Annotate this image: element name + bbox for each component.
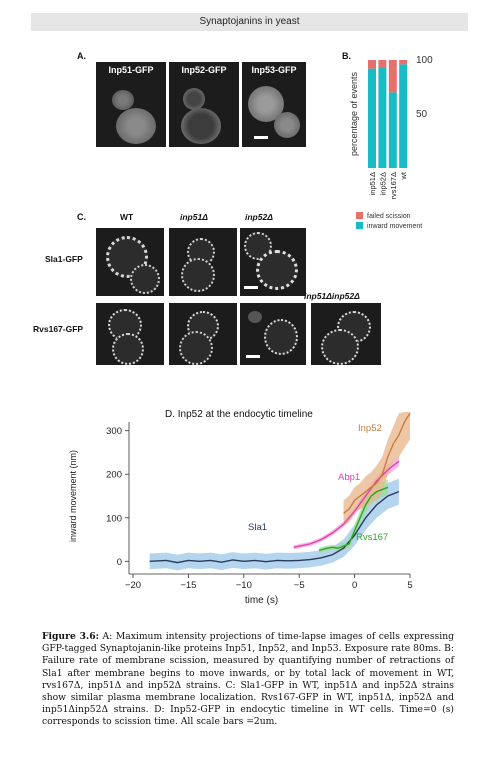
panel-c-letter: C. [77, 212, 86, 222]
bar-inward-movement [378, 67, 387, 168]
failure-rate-chart: inp51Δ inp52Δ rvs167Δ wt 50 100 percentage of … [349, 55, 433, 230]
bar-inward-movement [368, 68, 376, 168]
scale-bar [246, 355, 260, 358]
legend-label: failed scission [367, 213, 411, 220]
micrograph-rvs167-inp52 [240, 303, 306, 365]
scale-bar [244, 286, 258, 289]
endocytic-timeline-chart: D. Inp52 at the endocytic timeline −20 −15… [68, 409, 413, 606]
chart-title: D. Inp52 at the endocytic timeline [165, 409, 313, 420]
micrograph-inp53: Inp53-GFP [242, 62, 306, 147]
x-axis-label: time (s) [245, 595, 278, 606]
legend-label: inward movement [367, 223, 422, 230]
x-tick-label: 0 [352, 580, 357, 591]
micrograph-sla1-wt [96, 228, 164, 296]
series-line-Sla1 [149, 490, 400, 564]
y-tick-label: 100 [416, 55, 433, 66]
scale-bar [254, 136, 268, 139]
x-tick-label: −15 [180, 580, 196, 591]
strain-tick-label: inp52Δ [378, 172, 387, 195]
legend-swatch [356, 222, 363, 229]
micrograph-sla1-inp51 [169, 228, 237, 296]
figure-header: Synaptojanins in yeast [31, 13, 468, 31]
micrograph-rvs167-inp51 [169, 303, 237, 365]
bar-inward-movement [388, 92, 397, 168]
micrograph-label: Inp53-GFP [251, 65, 297, 75]
series-label: Rvs167 [356, 532, 388, 543]
micrograph-inp52: Inp52-GFP [169, 62, 239, 147]
caption-label: Figure 3.6: [42, 631, 99, 642]
caption-text: A: Maximum intensity projections of time… [42, 631, 454, 728]
col-head-inp52: inp52Δ [245, 212, 273, 222]
y-tick-label: 50 [416, 109, 428, 120]
col-head-inp51: inp51Δ [180, 212, 208, 222]
col-head-wt: WT [120, 212, 134, 222]
micrograph-inp51: Inp51-GFP [96, 62, 166, 147]
strain-tick-label: rvs167Δ [389, 172, 398, 200]
bar-failed-scission [388, 60, 397, 93]
x-tick-label: −20 [125, 580, 141, 591]
x-tick-label: −10 [236, 580, 252, 591]
micrograph-label: Inp51-GFP [108, 65, 154, 75]
y-tick-label: 200 [106, 470, 122, 481]
series-label: Inp52 [358, 423, 382, 434]
band-Inp52 [343, 412, 410, 527]
bar-inward-movement [399, 64, 408, 168]
x-tick-label: 5 [407, 580, 412, 591]
series-line-Inp52 [343, 412, 411, 514]
figure-caption: Figure 3.6: A: Maximum intensity project… [42, 631, 454, 729]
series-label: Sla1 [248, 522, 267, 533]
y-tick-label: 300 [106, 426, 122, 437]
y-tick-label: 100 [106, 513, 122, 524]
col-head-double-mutant: inp51Δinp52Δ [304, 291, 360, 301]
row-head-sla1: Sla1-GFP [45, 254, 83, 264]
bar-failed-scission [399, 60, 408, 65]
series-label: Abp1 [338, 472, 360, 483]
micrograph-sla1-inp52 [240, 228, 306, 296]
strain-tick-label: inp51Δ [368, 172, 377, 195]
x-tick-label: −5 [294, 580, 305, 591]
legend-swatch [356, 212, 363, 219]
panel-a-letter: A. [77, 51, 86, 61]
row-head-rvs167: Rvs167-GFP [33, 324, 84, 334]
panel-b-letter: B. [342, 51, 351, 61]
strain-tick-label: wt [399, 171, 408, 180]
y-axis-label: percentage of events [349, 71, 359, 156]
bar-failed-scission [368, 60, 376, 69]
micrograph-label: Inp52-GFP [181, 65, 227, 75]
bar-failed-scission [378, 60, 387, 68]
micrograph-rvs167-double [311, 303, 381, 365]
micrograph-rvs167-wt [96, 303, 164, 365]
y-tick-label: 0 [117, 557, 122, 568]
series-line-Rvs167 [318, 486, 389, 552]
y-axis-label: inward movement (nm) [68, 450, 78, 542]
